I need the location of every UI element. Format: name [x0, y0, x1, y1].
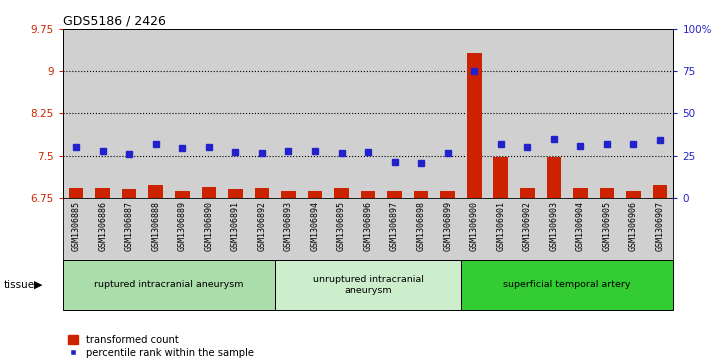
- Bar: [387, 191, 402, 198]
- Text: GSM1306889: GSM1306889: [178, 201, 187, 251]
- Bar: [573, 188, 588, 198]
- Text: GSM1306890: GSM1306890: [204, 201, 213, 251]
- Bar: [414, 191, 428, 198]
- Bar: [281, 191, 296, 198]
- Bar: [308, 191, 322, 198]
- Bar: [201, 187, 216, 198]
- Text: GDS5186 / 2426: GDS5186 / 2426: [63, 15, 166, 28]
- Text: ruptured intracranial aneurysm: ruptured intracranial aneurysm: [94, 281, 243, 289]
- Bar: [122, 189, 136, 198]
- Text: GSM1306902: GSM1306902: [523, 201, 532, 251]
- Bar: [626, 191, 640, 198]
- Bar: [467, 53, 481, 198]
- Text: GSM1306888: GSM1306888: [151, 201, 160, 251]
- Bar: [228, 189, 243, 198]
- Text: GSM1306903: GSM1306903: [549, 201, 558, 251]
- Text: GSM1306901: GSM1306901: [496, 201, 506, 251]
- Bar: [361, 191, 376, 198]
- Bar: [334, 188, 349, 198]
- Text: GSM1306897: GSM1306897: [390, 201, 399, 251]
- Text: GSM1306895: GSM1306895: [337, 201, 346, 251]
- Bar: [520, 188, 535, 198]
- Text: GSM1306899: GSM1306899: [443, 201, 452, 251]
- Bar: [175, 191, 190, 198]
- Text: superficial temporal artery: superficial temporal artery: [503, 281, 631, 289]
- Legend: transformed count, percentile rank within the sample: transformed count, percentile rank withi…: [68, 335, 254, 358]
- Text: tissue: tissue: [4, 280, 35, 290]
- Bar: [96, 188, 110, 198]
- Text: ▶: ▶: [34, 280, 43, 290]
- Text: GSM1306885: GSM1306885: [71, 201, 81, 251]
- Bar: [493, 157, 508, 198]
- Text: GSM1306905: GSM1306905: [603, 201, 611, 251]
- Bar: [255, 188, 269, 198]
- Text: GSM1306900: GSM1306900: [470, 201, 478, 251]
- Bar: [275, 260, 461, 310]
- Text: GSM1306892: GSM1306892: [258, 201, 266, 251]
- Text: GSM1306893: GSM1306893: [284, 201, 293, 251]
- Text: unruptured intracranial
aneurysm: unruptured intracranial aneurysm: [313, 275, 423, 295]
- Text: GSM1306894: GSM1306894: [311, 201, 319, 251]
- Bar: [461, 260, 673, 310]
- Text: GSM1306896: GSM1306896: [363, 201, 373, 251]
- Bar: [546, 157, 561, 198]
- Text: GSM1306907: GSM1306907: [655, 201, 665, 251]
- Bar: [63, 260, 275, 310]
- Bar: [441, 191, 455, 198]
- Bar: [69, 188, 84, 198]
- Text: GSM1306906: GSM1306906: [629, 201, 638, 251]
- Text: GSM1306887: GSM1306887: [125, 201, 134, 251]
- Text: GSM1306898: GSM1306898: [417, 201, 426, 251]
- Bar: [600, 188, 614, 198]
- Text: GSM1306904: GSM1306904: [576, 201, 585, 251]
- Bar: [149, 185, 163, 198]
- Bar: [653, 185, 668, 198]
- Text: GSM1306891: GSM1306891: [231, 201, 240, 251]
- Text: GSM1306886: GSM1306886: [98, 201, 107, 251]
